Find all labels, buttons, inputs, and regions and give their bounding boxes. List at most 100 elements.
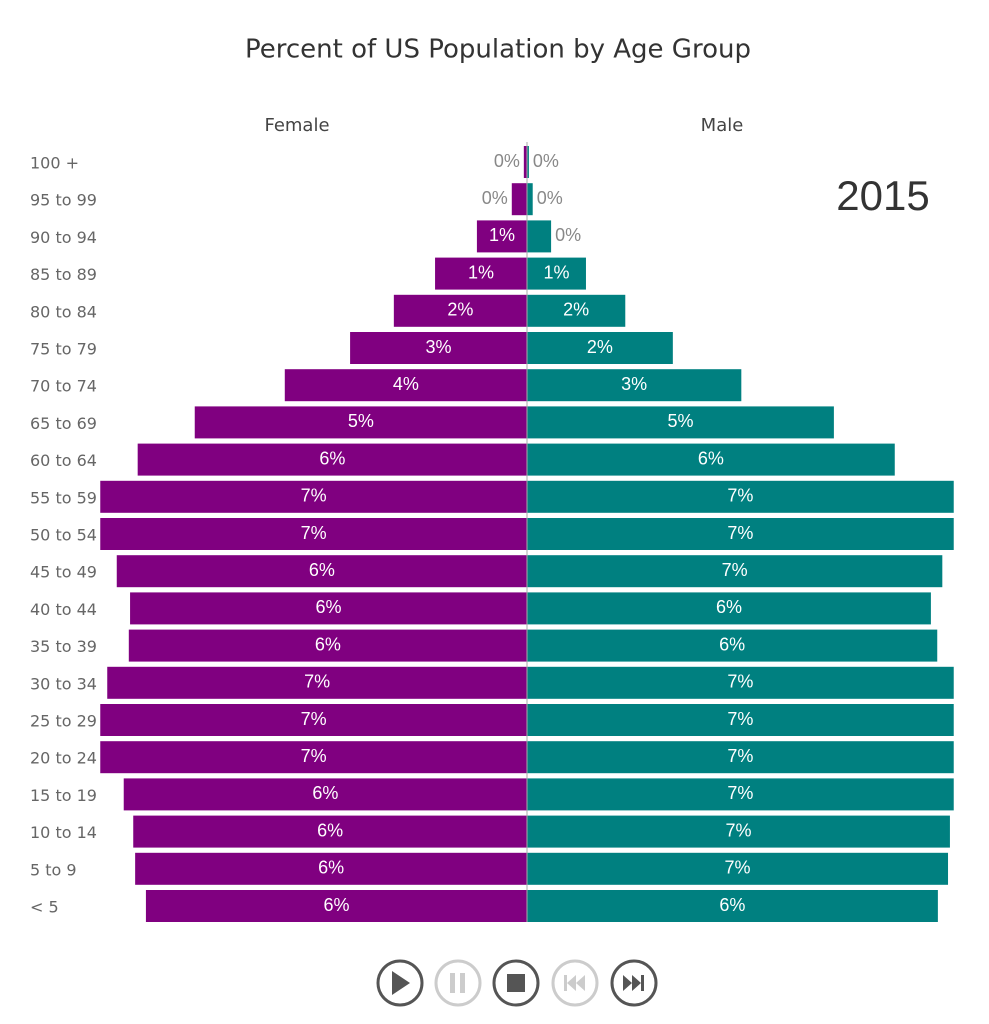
category-label: 30 to 34 — [30, 674, 97, 693]
bar — [527, 741, 954, 774]
bar — [527, 183, 533, 216]
bar — [393, 294, 527, 327]
year-annotation: 2015 — [836, 172, 929, 219]
value-label: 1% — [543, 262, 569, 282]
value-label: 0% — [494, 151, 520, 171]
value-label: 2% — [447, 300, 473, 320]
bar — [527, 778, 954, 811]
bar — [123, 778, 528, 811]
value-label: 5% — [667, 411, 693, 431]
category-label: 85 to 89 — [30, 265, 97, 284]
value-label: 7% — [301, 523, 327, 543]
bar — [135, 852, 528, 885]
bar — [133, 815, 528, 848]
bar — [527, 629, 938, 662]
bar — [145, 890, 527, 922]
bar — [527, 332, 673, 364]
value-label: 1% — [489, 225, 515, 245]
bar — [350, 332, 527, 364]
category-label: 5 to 9 — [30, 860, 77, 879]
category-label: 10 to 14 — [30, 823, 97, 842]
value-label: 7% — [727, 746, 753, 766]
value-label: 6% — [309, 560, 335, 580]
category-label: 35 to 39 — [30, 637, 97, 656]
category-label: 70 to 74 — [30, 377, 97, 396]
bar — [527, 666, 954, 699]
value-label: 6% — [318, 858, 344, 878]
value-label: 6% — [317, 820, 343, 840]
bar — [130, 592, 527, 625]
category-label: 80 to 84 — [30, 302, 97, 321]
series-header: Female — [264, 115, 329, 136]
value-label: 7% — [725, 820, 751, 840]
value-label: 2% — [587, 337, 613, 357]
bar — [527, 555, 943, 588]
bar — [128, 629, 527, 662]
category-label: 75 to 79 — [30, 340, 97, 359]
bar — [137, 443, 527, 476]
bar — [527, 704, 954, 736]
value-label: 1% — [468, 262, 494, 282]
value-label: 6% — [319, 448, 345, 468]
bar — [100, 480, 527, 513]
bar — [435, 257, 527, 290]
category-label: < 5 — [30, 898, 59, 917]
value-label: 7% — [727, 709, 753, 729]
value-label: 7% — [725, 858, 751, 878]
bar — [100, 518, 527, 550]
bar — [527, 406, 834, 439]
bar — [527, 815, 950, 848]
value-label: 3% — [426, 337, 452, 357]
bar — [116, 555, 527, 588]
value-label: 7% — [301, 746, 327, 766]
category-label: 50 to 54 — [30, 526, 97, 545]
bar — [476, 220, 527, 253]
pause-button[interactable] — [434, 959, 482, 1007]
bar — [527, 890, 938, 922]
series-header: Male — [701, 115, 744, 136]
bar — [527, 518, 954, 550]
bar — [527, 852, 949, 885]
bar — [284, 369, 527, 402]
next-button[interactable] — [610, 959, 658, 1007]
category-label: 45 to 49 — [30, 563, 97, 582]
bar — [107, 666, 527, 699]
bar — [100, 704, 527, 736]
value-label: 2% — [563, 300, 589, 320]
bar — [511, 183, 527, 216]
value-label: 7% — [722, 560, 748, 580]
bar — [527, 443, 895, 476]
value-label: 6% — [315, 634, 341, 654]
value-label: 7% — [727, 486, 753, 506]
category-label: 55 to 59 — [30, 488, 97, 507]
previous-button[interactable] — [551, 959, 599, 1007]
bar — [527, 146, 529, 178]
value-label: 7% — [727, 672, 753, 692]
category-label: 90 to 94 — [30, 228, 97, 247]
category-label: 100 + — [30, 154, 79, 173]
value-label: 0% — [533, 151, 559, 171]
value-label: 7% — [301, 709, 327, 729]
value-label: 4% — [393, 374, 419, 394]
value-label: 6% — [719, 634, 745, 654]
category-label: 40 to 44 — [30, 600, 97, 619]
category-label: 95 to 99 — [30, 191, 97, 210]
value-label: 3% — [621, 374, 647, 394]
category-label: 20 to 24 — [30, 749, 97, 768]
bar — [100, 741, 527, 774]
value-label: 7% — [727, 783, 753, 803]
value-label: 6% — [312, 783, 338, 803]
playback-controls — [376, 959, 658, 1007]
bar — [527, 257, 586, 290]
category-label: 25 to 29 — [30, 712, 97, 731]
value-label: 0% — [537, 188, 563, 208]
value-label: 6% — [716, 597, 742, 617]
chart-title: Percent of US Population by Age Group — [245, 35, 751, 65]
stop-button[interactable] — [492, 959, 540, 1007]
play-button[interactable] — [376, 959, 424, 1007]
bar — [527, 480, 954, 513]
bar — [527, 294, 626, 327]
value-label: 0% — [555, 225, 581, 245]
bar — [194, 406, 527, 439]
